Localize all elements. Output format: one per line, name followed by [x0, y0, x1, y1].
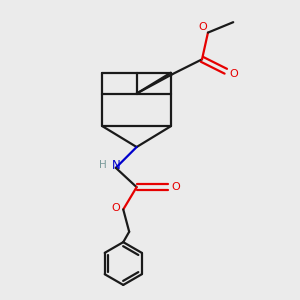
Text: O: O	[198, 22, 207, 32]
Text: N: N	[111, 159, 120, 172]
Text: H: H	[100, 160, 107, 170]
Text: O: O	[111, 203, 120, 213]
Text: O: O	[230, 69, 239, 79]
Text: O: O	[172, 182, 181, 192]
